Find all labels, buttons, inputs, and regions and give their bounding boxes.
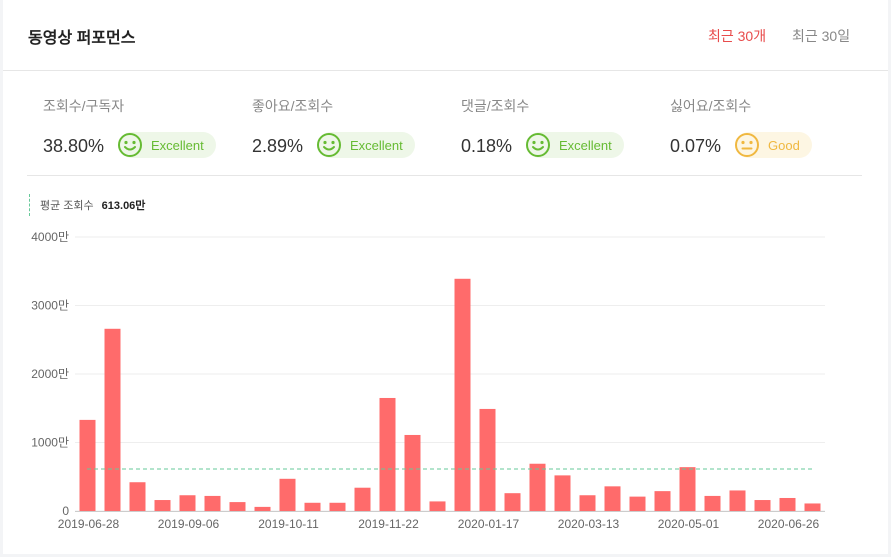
bar (304, 502, 321, 511)
bar (704, 495, 721, 511)
tab-recent-30-days[interactable]: 최근 30일 (792, 28, 851, 44)
x-tick-label: 2019-09-06 (158, 517, 220, 531)
bar (554, 475, 571, 511)
x-tick-label: 2020-01-17 (458, 517, 520, 531)
bar (379, 397, 396, 511)
bar (79, 419, 96, 511)
metric-views-per-subscriber: 조회수/구독자 38.80% Excellent (27, 70, 237, 175)
metric-label: 싫어요/조회수 (670, 98, 752, 114)
metric-comments-per-view: 댓글/조회수 0.18% Excellent (445, 70, 655, 175)
views-bar-chart: 0 1000만 2000만 3000만 4000만 2019-06-28 2019-09-0… (31, 230, 825, 531)
bar (529, 463, 546, 511)
x-tick-label: 2020-06-26 (758, 517, 820, 531)
bar (654, 491, 671, 511)
bar (229, 502, 246, 511)
rating-text: Excellent (350, 137, 403, 153)
bar (504, 493, 521, 511)
smiley-icon (118, 133, 142, 157)
y-tick-label: 2000만 (31, 367, 69, 381)
rating-badge: Good (735, 132, 812, 158)
metric-value: 0.07% (670, 136, 722, 156)
metric-likes-per-view: 좋아요/조회수 2.89% Excellent (236, 70, 446, 175)
metrics-row: 조회수/구독자 38.80% Excellent 좋아요/조회수 2.89% (27, 70, 862, 176)
bar (679, 467, 696, 511)
bar (254, 506, 271, 511)
y-tick-label: 4000만 (31, 230, 69, 244)
average-views-legend: 평균 조회수 613.06만 (29, 194, 145, 216)
x-tick-label: 2020-05-01 (658, 517, 720, 531)
x-tick-label: 2019-11-22 (358, 517, 419, 531)
bar (204, 495, 221, 511)
rating-text: Excellent (559, 137, 612, 153)
bar (129, 482, 146, 511)
metric-label: 조회수/구독자 (43, 98, 125, 114)
bar (154, 500, 171, 511)
bar (579, 495, 596, 511)
neutral-face-icon (735, 133, 759, 157)
bar (454, 278, 471, 511)
video-performance-card: 동영상 퍼포먼스 최근 30개 최근 30일 조회수/구독자 38.80% Ex… (3, 0, 888, 554)
rating-text: Good (768, 137, 800, 153)
bar (429, 501, 446, 511)
rating-badge: Excellent (118, 132, 216, 158)
bar (329, 502, 346, 511)
bar (729, 490, 746, 511)
x-tick-label: 2019-10-11 (258, 517, 319, 531)
bar (104, 328, 121, 511)
bar (779, 497, 796, 511)
card-title: 동영상 퍼포먼스 (28, 30, 136, 47)
metric-value: 2.89% (252, 136, 304, 156)
rating-badge: Excellent (526, 132, 624, 158)
bar (404, 434, 421, 511)
metric-value: 0.18% (461, 136, 513, 156)
rating-text: Excellent (151, 137, 204, 153)
metric-label: 좋아요/조회수 (252, 98, 334, 114)
rating-badge: Excellent (317, 132, 415, 158)
y-tick-label: 3000만 (31, 299, 69, 313)
y-tick-label: 0 (62, 504, 69, 518)
bar (804, 503, 821, 511)
bar (479, 408, 496, 511)
metric-label: 댓글/조회수 (461, 98, 530, 114)
legend-value: 613.06만 (101, 200, 146, 212)
metric-dislikes-per-view: 싫어요/조회수 0.07% Good (654, 70, 864, 175)
bar (754, 500, 771, 511)
bar (179, 495, 196, 511)
metric-value: 38.80% (43, 136, 105, 156)
x-tick-label: 2020-03-13 (558, 517, 620, 531)
y-tick-label: 1000만 (31, 436, 69, 450)
legend-label: 평균 조회수 (40, 200, 94, 212)
card-header: 동영상 퍼포먼스 최근 30개 최근 30일 (3, 0, 888, 71)
smiley-icon (526, 133, 550, 157)
smiley-icon (317, 133, 341, 157)
bar (604, 486, 621, 511)
bar (354, 487, 371, 511)
bar (629, 496, 646, 511)
bar (279, 478, 296, 511)
x-tick-label: 2019-06-28 (58, 517, 120, 531)
tab-recent-30-videos[interactable]: 최근 30개 (708, 28, 767, 44)
